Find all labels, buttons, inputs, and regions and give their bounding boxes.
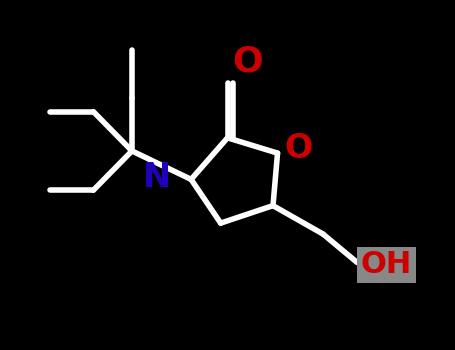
Text: N: N — [142, 161, 171, 194]
Text: OH: OH — [361, 250, 412, 279]
Text: O: O — [284, 132, 313, 165]
Text: O: O — [232, 45, 263, 79]
